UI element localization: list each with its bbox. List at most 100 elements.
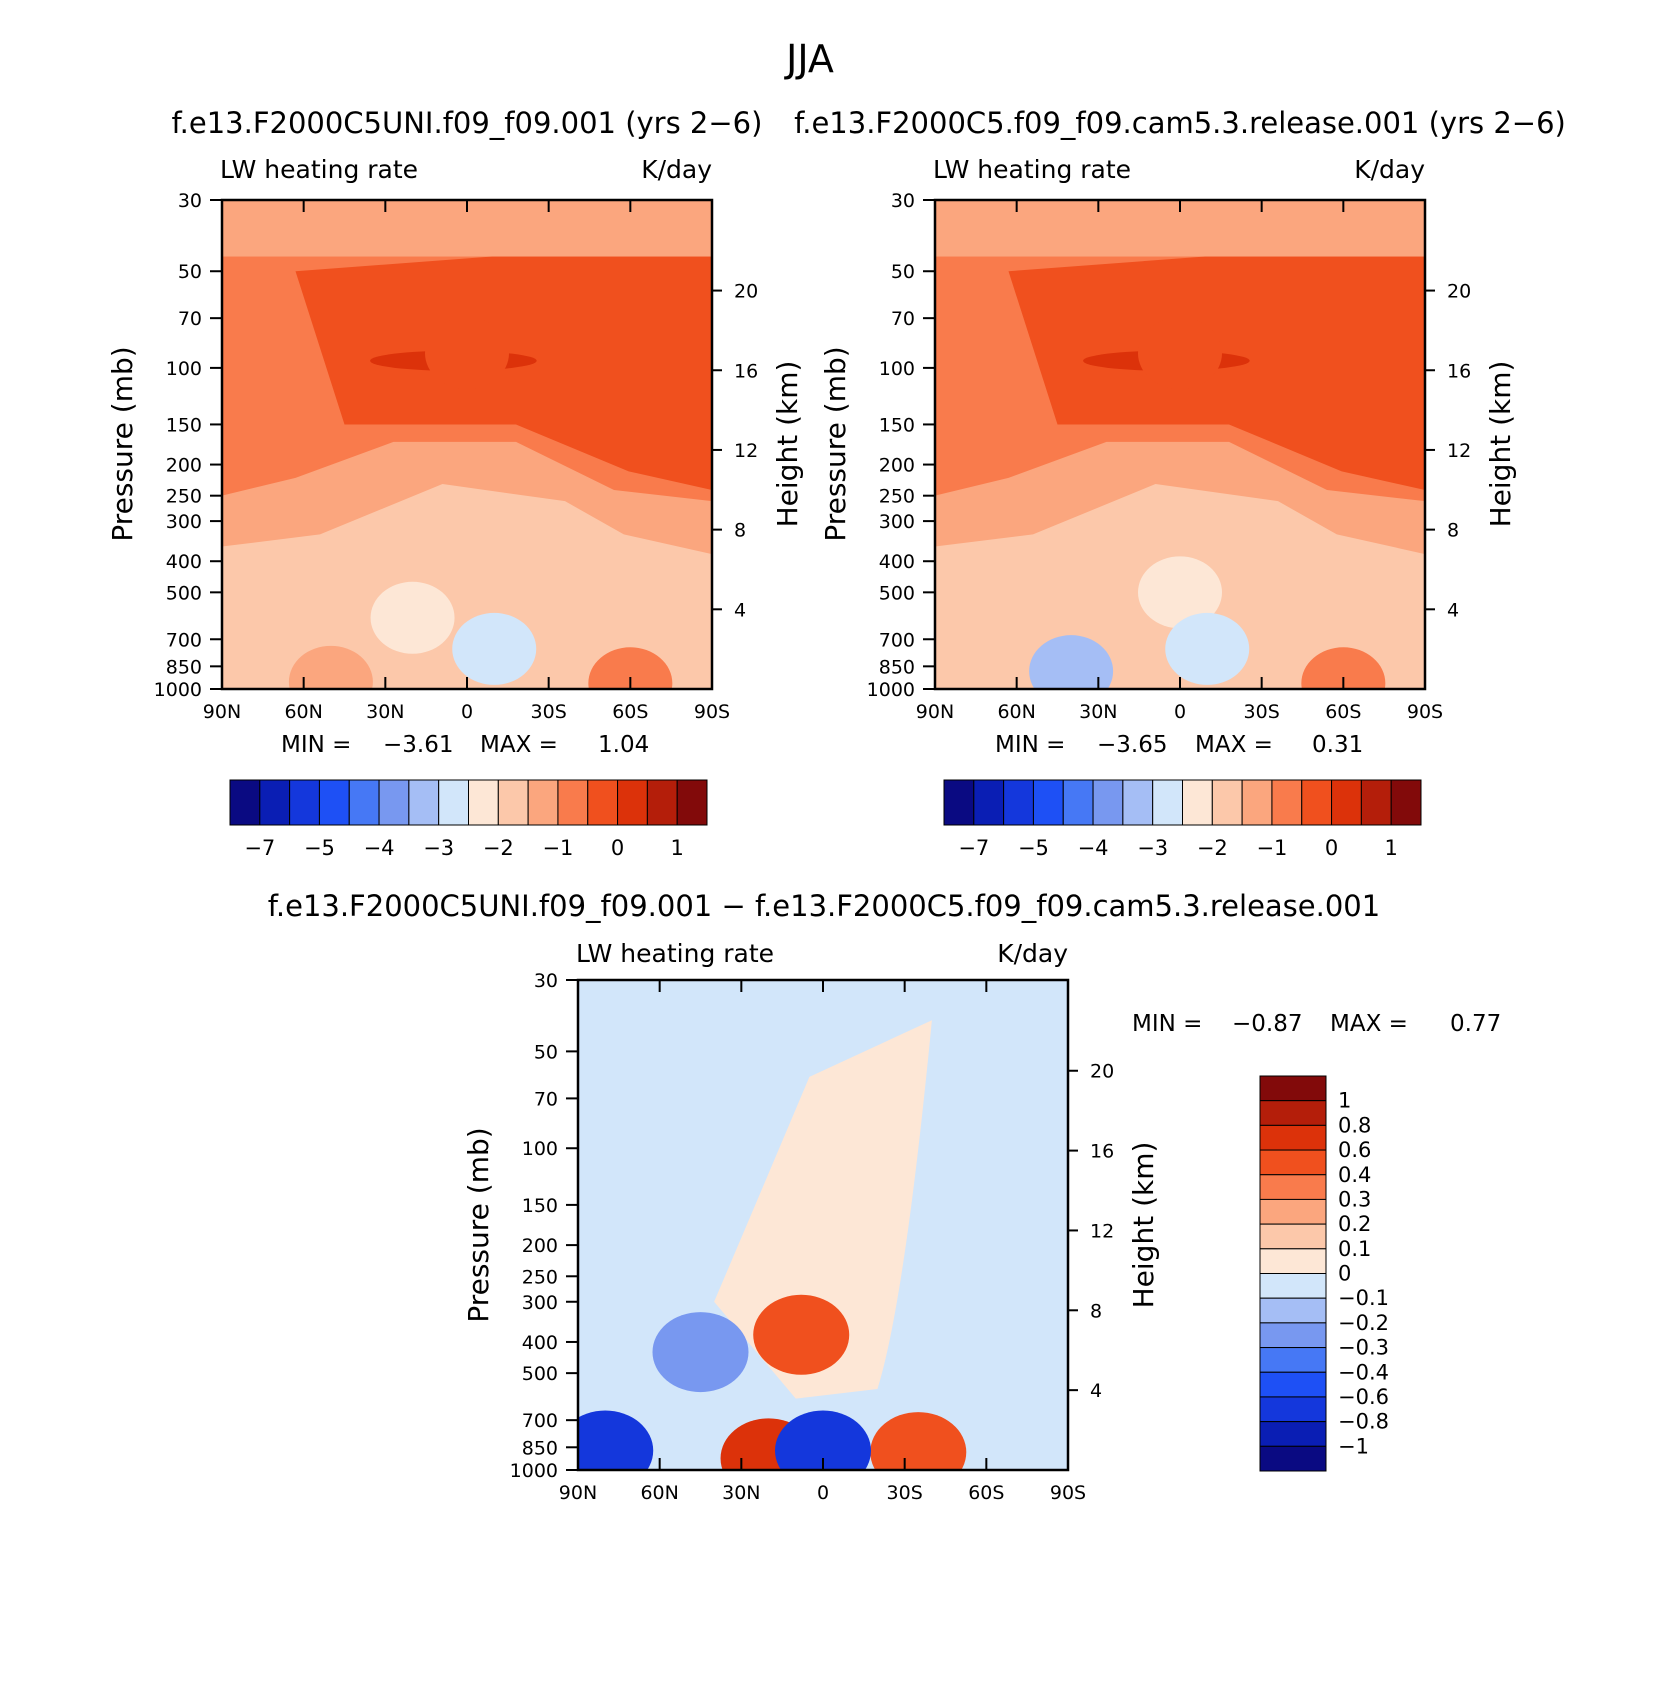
panel-3-ylabel-right: Height (km) (1127, 1142, 1160, 1309)
x-tick-label: 30N (366, 701, 404, 723)
panel-3-min-value: −0.87 (1232, 1011, 1302, 1037)
y-tick-label: 850 (879, 656, 915, 678)
colorbar-box (318, 779, 350, 826)
panel-1-ylabel-right: Height (km) (771, 361, 804, 528)
x-tick-label: 0 (1174, 701, 1186, 723)
x-tick-label: 60N (640, 1482, 678, 1504)
contour-feature (1138, 317, 1222, 390)
colorbar-box (1259, 1396, 1327, 1423)
panel-3: f.e13.F2000C5UNI.f09_f09.001 − f.e13.F20… (268, 889, 1501, 1504)
colorbar-box (1032, 779, 1064, 826)
contour-feature (578, 1410, 654, 1470)
y-right-tick-label: 16 (1090, 1141, 1114, 1163)
panel-1-min-value: −3.61 (383, 732, 453, 758)
colorbar-tick-label: −4 (1078, 836, 1109, 860)
y-tick-label: 400 (166, 551, 202, 573)
contour-region (714, 1020, 932, 1399)
panel-2-ylabel: Pressure (mb) (819, 346, 852, 541)
y-tick-label: 250 (522, 1266, 558, 1288)
colorbar-box (1259, 1421, 1327, 1447)
colorbar-box (1390, 779, 1422, 826)
panel-3-colorbar: 10.80.60.40.30.20.10−0.1−0.2−0.3−0.4−0.6… (1259, 1075, 1389, 1472)
y-right-tick-label: 20 (1090, 1061, 1114, 1083)
colorbar-box (1360, 779, 1392, 826)
colorbar-box (1152, 779, 1183, 826)
colorbar-box (1241, 779, 1273, 826)
y-tick-label: 30 (178, 190, 202, 212)
x-tick-label: 30S (887, 1482, 923, 1504)
colorbar-box (1259, 1223, 1327, 1250)
colorbar-tick-label: 0 (1338, 1262, 1351, 1286)
colorbar-box (1259, 1347, 1327, 1373)
x-tick-label: 90S (1407, 701, 1443, 723)
contour-feature (288, 645, 373, 689)
y-tick-label: 250 (166, 486, 202, 508)
colorbar-tick-label: −0.1 (1338, 1286, 1389, 1310)
colorbar-tick-label: 1 (671, 836, 684, 860)
panel-1-colorbar: −7 −5 −4 −3 −2 −1 0 1 (229, 779, 708, 860)
panel-2-axes: 90N 60N 30N 0 30S 60S 90S 30 50 70 100 150 200 250 300… (867, 190, 1472, 723)
colorbar-tick-label: −0.4 (1338, 1360, 1389, 1384)
colorbar-box (1092, 779, 1124, 826)
colorbar-box (527, 779, 559, 826)
y-tick-label: 70 (534, 1088, 558, 1110)
colorbar-box (1211, 779, 1243, 826)
colorbar-box (1259, 1297, 1327, 1324)
y-tick-label: 50 (891, 261, 915, 283)
x-tick-label: 90S (1050, 1482, 1086, 1504)
y-right-tick-label: 12 (1090, 1220, 1114, 1242)
panel-1: f.e13.F2000C5UNI.f09_f09.001 (yrs 2−6) L… (106, 106, 804, 860)
contour-feature (588, 647, 673, 689)
colorbar-tick-label: −1 (1338, 1434, 1369, 1458)
panel-1-units: K/day (641, 155, 712, 184)
y-tick-label: 700 (166, 629, 202, 651)
y-tick-label: 100 (879, 358, 915, 380)
contour-feature (753, 1294, 850, 1375)
colorbar-tick-label: 0.3 (1338, 1187, 1371, 1211)
panel-3-axes: 90N 60N 30N 0 30S 60S 90S 30 50 70 100 150 200 250 300… (510, 970, 1115, 1504)
colorbar-box (557, 779, 589, 826)
y-tick-label: 850 (522, 1437, 558, 1459)
colorbar-box (1259, 1174, 1327, 1200)
colorbar-tick-label: −0.3 (1338, 1336, 1389, 1360)
colorbar-box (1259, 1124, 1327, 1151)
colorbar-tick-label: −0.8 (1338, 1410, 1389, 1434)
contour-feature (1138, 556, 1222, 629)
y-right-tick-label: 8 (734, 520, 746, 542)
colorbar-box (943, 779, 975, 826)
y-tick-label: 850 (166, 656, 202, 678)
y-tick-label: 1000 (510, 1460, 558, 1482)
colorbar-tick-label: 0 (1325, 836, 1338, 860)
panel-1-contour-field (222, 200, 712, 689)
colorbar-tick-label: −7 (244, 836, 275, 860)
figure-title: JJA (784, 37, 834, 81)
colorbar-box (1271, 779, 1303, 826)
y-right-tick-label: 20 (1447, 281, 1471, 303)
y-tick-label: 500 (166, 582, 202, 604)
y-tick-label: 30 (891, 190, 915, 212)
x-tick-label: 90N (203, 701, 241, 723)
panel-1-left-label: LW heating rate (220, 155, 418, 184)
colorbar-tick-label: 1 (1338, 1089, 1351, 1113)
y-tick-label: 30 (534, 970, 558, 992)
colorbar-box (1301, 779, 1333, 826)
colorbar-box (1259, 1075, 1327, 1102)
colorbar-box (1062, 779, 1094, 826)
contour-feature (1029, 635, 1114, 689)
colorbar-box (289, 779, 320, 826)
y-tick-label: 700 (522, 1410, 558, 1432)
y-tick-label: 100 (522, 1138, 558, 1160)
panel-3-max-label: MAX = (1330, 1011, 1408, 1037)
contour-feature (370, 581, 455, 654)
y-right-tick-label: 4 (1090, 1380, 1102, 1402)
y-right-tick-label: 8 (1090, 1300, 1102, 1322)
x-tick-label: 60N (997, 701, 1035, 723)
panel-3-ylabel: Pressure (mb) (462, 1127, 495, 1322)
panel-1-max-value: 1.04 (598, 732, 649, 758)
y-right-tick-label: 20 (734, 281, 758, 303)
contour-feature (775, 1410, 871, 1470)
colorbar-tick-label: 0.1 (1338, 1237, 1371, 1261)
panel-3-min-label: MIN = (1132, 1011, 1202, 1037)
colorbar-box (1259, 1100, 1327, 1126)
